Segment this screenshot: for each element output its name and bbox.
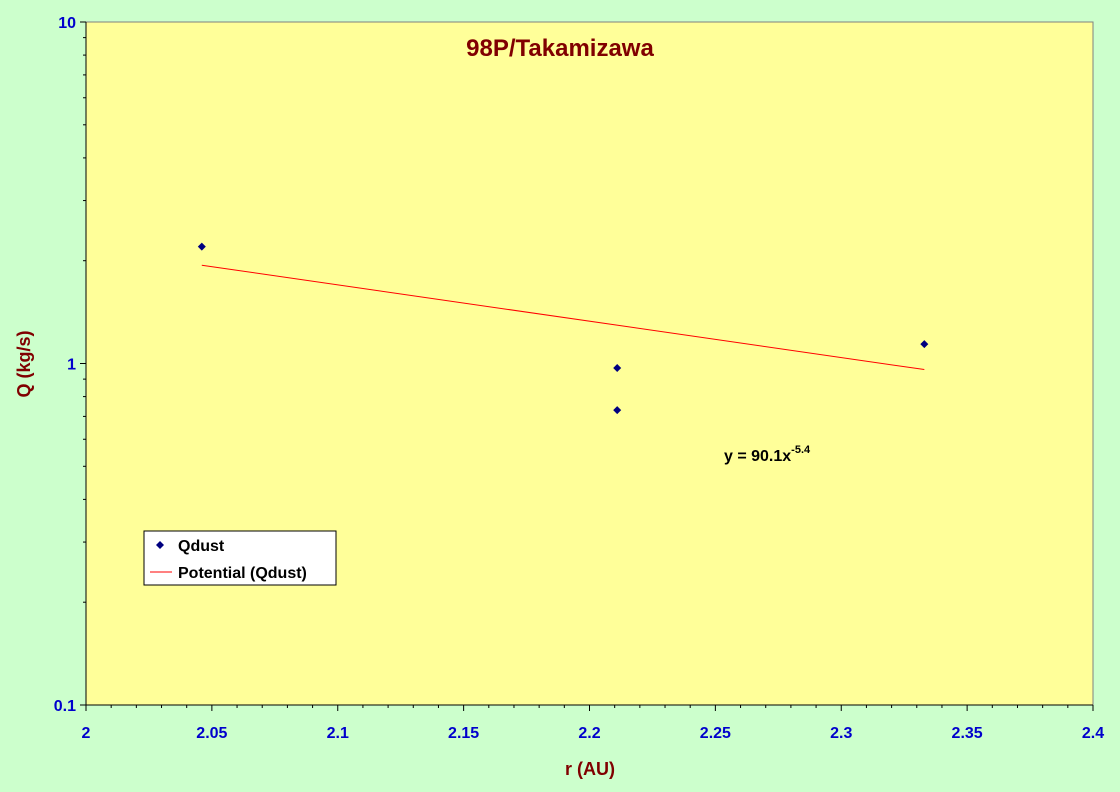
y-axis-title: Q (kg/s) — [14, 330, 34, 397]
plot-area — [85, 21, 1094, 706]
data-points — [197, 242, 929, 415]
data-point — [197, 242, 206, 251]
x-tick-label: 2.2 — [578, 725, 600, 742]
axes: 2 2.05 2.1 2.15 2.2 2.25 2.3 2.35 2.4 0.1 1 10 — [54, 15, 1104, 742]
x-axis-title: r (AU) — [565, 759, 615, 779]
legend-label-qdust: Qdust — [178, 538, 225, 555]
x-tick-label: 2 — [82, 725, 91, 742]
legend-marker-diamond-icon — [156, 541, 164, 549]
x-tick-label: 2.3 — [830, 725, 852, 742]
equation-annotation: y = 90.1x-5.4 — [724, 444, 811, 465]
x-tick-label: 2.25 — [700, 725, 731, 742]
data-point — [613, 364, 622, 373]
trendline-group — [201, 264, 925, 371]
legend-box — [143, 530, 337, 586]
x-tick-label: 2.05 — [196, 725, 227, 742]
legend: Qdust Potential (Qdust) — [143, 530, 337, 586]
x-tick-label: 2.35 — [952, 725, 983, 742]
trendline — [201, 264, 925, 371]
equation-text: y = 90.1x — [724, 448, 791, 465]
x-tick-label: 2.1 — [327, 725, 349, 742]
x-tick-label: 2.4 — [1082, 725, 1104, 742]
x-tick-label: 2.15 — [448, 725, 479, 742]
legend-label-potential: Potential (Qdust) — [178, 565, 307, 582]
chart-title: 98P/Takamizawa — [466, 35, 654, 62]
y-tick-label: 0.1 — [54, 698, 76, 715]
data-point — [613, 406, 622, 415]
data-point — [920, 340, 929, 349]
equation-exponent: -5.4 — [791, 444, 811, 456]
y-tick-label: 10 — [58, 15, 76, 32]
y-tick-label: 1 — [67, 357, 76, 374]
